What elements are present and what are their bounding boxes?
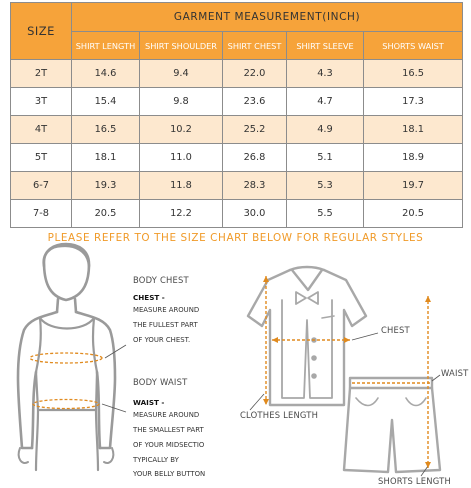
size-cell: 7-8 [10,199,72,228]
size-table: SIZE GARMENT MEASUREMENT(INCH) SHIRT LEN… [10,2,464,228]
column-header-shirt-chest: SHIRT CHEST [222,31,287,60]
garment-chest-label: CHEST [381,325,410,335]
body-chest-title: BODY CHEST [133,275,189,285]
waist-instruction-line: YOUR BELLY BUTTON [133,470,206,478]
shorts-waist-cell: 16.5 [362,59,464,88]
garment-measure-lines [265,276,432,468]
waist-instruction-line: THE SMALLEST PART [133,426,204,434]
table-row: 6-7 19.3 11.8 28.3 5.3 19.7 [10,171,464,200]
shirt-sleeve-cell: 4.7 [286,87,364,116]
shirt-sleeve-cell: 5.5 [286,199,364,228]
body-measure-bands [29,352,103,410]
size-cell: 4T [10,115,72,144]
shirt-length-cell: 15.4 [71,87,140,116]
shirt-length-cell: 19.3 [71,171,140,200]
chest-instruction-line: OF YOUR CHEST. [133,336,191,344]
shirt-shoulder-cell: 9.8 [139,87,223,116]
shirt-sleeve-cell: 5.3 [286,171,364,200]
shirt-sleeve-cell: 4.3 [286,59,364,88]
shirt-shoulder-cell: 11.8 [139,171,223,200]
column-header-shirt-shoulder: SHIRT SHOULDER [139,31,223,60]
size-column-header: SIZE [10,2,72,60]
column-header-shorts-waist: SHORTS WAIST [362,31,464,60]
waist-instruction-line: TYPICALLY BY [133,456,179,464]
shirt-length-cell: 18.1 [71,143,140,172]
shirt-chest-cell: 22.0 [222,59,287,88]
shirt-chest-cell: 25.2 [222,115,287,144]
garment-waist-label: WAIST [441,368,469,378]
shirt-figure [246,265,368,407]
shirt-length-cell: 16.5 [71,115,140,144]
size-cell: 6-7 [10,171,72,200]
table-row: 4T 16.5 10.2 25.2 4.9 18.1 [10,115,464,144]
shirt-shoulder-cell: 10.2 [139,115,223,144]
shirt-sleeve-cell: 4.9 [286,115,364,144]
size-cell: 5T [10,143,72,172]
waist-instruction-line: MEASURE AROUND [133,411,200,419]
shorts-figure [342,376,442,474]
label-pointers [101,332,441,477]
child-body-figure [16,242,117,472]
shirt-chest-cell: 26.8 [222,143,287,172]
shorts-waist-cell: 20.5 [362,199,464,228]
shirt-chest-cell: 30.0 [222,199,287,228]
table-row: 3T 15.4 9.8 23.6 4.7 17.3 [10,87,464,116]
shirt-length-cell: 20.5 [71,199,140,228]
measure-arrowheads [263,276,431,468]
garment-measurement-header: GARMENT MEASUREMENT(INCH) [70,2,464,32]
shirt-length-cell: 14.6 [71,59,140,88]
clothes-length-label: CLOTHES LENGTH [240,410,319,420]
shorts-length-label: SHORTS LENGTH [378,476,451,486]
waist-instruction-line: OF YOUR MIDSECTIO [133,441,205,449]
waist-term: WAIST - [133,398,165,407]
shorts-waist-cell: 18.9 [362,143,464,172]
chest-term: CHEST - [133,293,165,302]
shirt-shoulder-cell: 12.2 [139,199,223,228]
shirt-shoulder-cell: 9.4 [139,59,223,88]
shirt-sleeve-cell: 5.1 [286,143,364,172]
refer-headline: PLEASE REFER TO THE SIZE CHART BELOW FOR… [47,232,424,244]
shorts-waist-cell: 17.3 [362,87,464,116]
chest-instruction-line: MEASURE AROUND [133,306,200,314]
size-cell: 3T [10,87,72,116]
table-row: 7-8 20.5 12.2 30.0 5.5 20.5 [10,199,464,228]
body-waist-title: BODY WAIST [133,377,188,387]
chest-instruction-line: THE FULLEST PART [133,321,198,329]
